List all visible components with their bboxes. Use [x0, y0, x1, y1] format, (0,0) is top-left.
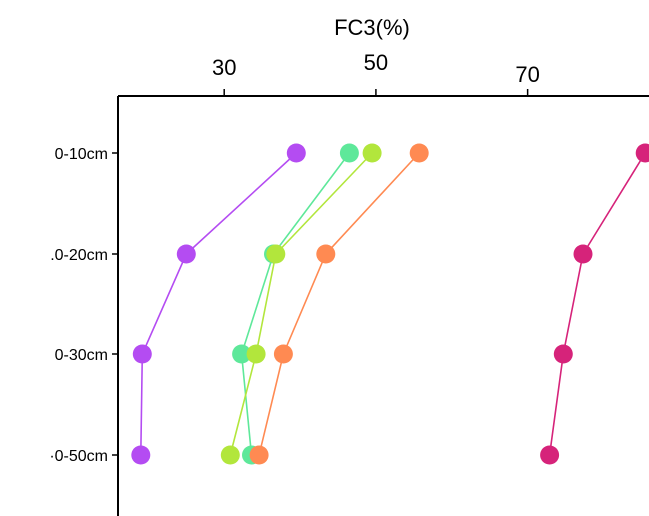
data-point	[266, 244, 286, 264]
data-point	[249, 445, 269, 465]
y-axis-ticks	[112, 152, 118, 456]
category-label: 0-30cm	[55, 347, 108, 364]
category-labels: 0-10cm .0-20cm 0-30cm ·0-50cm	[49, 146, 108, 465]
data-point	[232, 344, 252, 364]
series-4	[249, 143, 429, 465]
data-point	[176, 244, 196, 264]
series-line	[548, 152, 646, 456]
data-point	[286, 143, 306, 163]
data-point	[553, 344, 573, 364]
series-5	[540, 143, 649, 465]
x-tick-label: 30	[212, 55, 236, 80]
series-1	[131, 143, 306, 465]
x-tick-label: 50	[364, 50, 388, 75]
category-label: .0-20cm	[50, 247, 108, 264]
data-point	[362, 143, 382, 163]
data-point	[635, 143, 649, 163]
data-point	[246, 344, 266, 364]
data-point	[339, 143, 359, 163]
data-point	[132, 344, 152, 364]
data-point	[540, 445, 560, 465]
category-label: 0-10cm	[55, 146, 108, 163]
data-point	[409, 143, 429, 163]
data-point	[273, 344, 293, 364]
series-3	[220, 143, 382, 465]
series-2	[232, 143, 359, 465]
series-line	[258, 152, 420, 456]
series-line	[229, 152, 373, 456]
x-axis-title: FC3(%)	[334, 15, 410, 40]
series-group	[131, 143, 649, 465]
x-axis-ticks: 30 50 70	[212, 50, 540, 96]
data-point	[316, 244, 336, 264]
category-label: ·0-50cm	[49, 448, 108, 465]
x-tick-label: 70	[515, 62, 539, 87]
series-line	[140, 152, 297, 456]
data-point	[573, 244, 593, 264]
data-point	[131, 445, 151, 465]
series-line	[240, 152, 351, 456]
data-point	[220, 445, 240, 465]
